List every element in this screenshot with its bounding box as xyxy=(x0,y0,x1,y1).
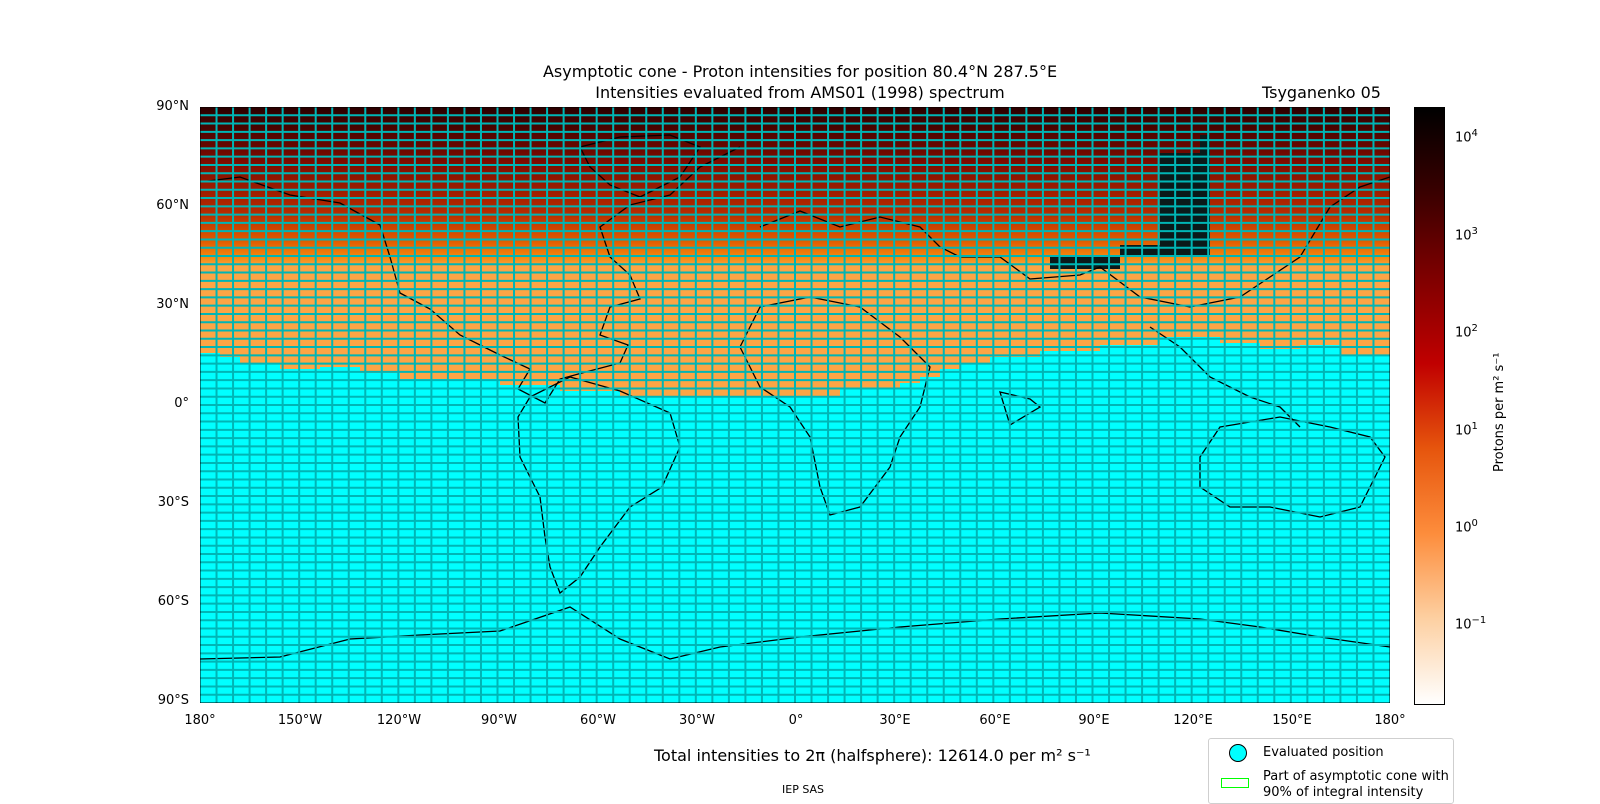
lat-label-60n: 60°N xyxy=(156,198,189,213)
lat-label-90n: 90°N xyxy=(156,99,189,114)
lon-label: 30°E xyxy=(879,713,911,728)
colorbar-tick: 100 xyxy=(1455,518,1478,536)
lon-label: 90°W xyxy=(481,713,517,728)
lon-label: 60°W xyxy=(580,713,616,728)
lon-label: 30°W xyxy=(679,713,715,728)
lat-label-0: 0° xyxy=(174,396,189,411)
lon-label: 90°E xyxy=(1078,713,1110,728)
lon-label: 150°E xyxy=(1272,713,1312,728)
evaluated-position-marker-icon xyxy=(1229,744,1247,762)
colorbar-tick: 104 xyxy=(1455,128,1478,146)
colorbar-label: Protons per m² s⁻¹ xyxy=(1492,352,1507,472)
colorbar-tick: 102 xyxy=(1455,323,1478,341)
lon-label: 120°W xyxy=(376,713,422,728)
legend-evaluated-label: Evaluated position xyxy=(1263,745,1384,760)
map-title-line2: Intensities evaluated from AMS01 (1998) … xyxy=(595,83,1005,102)
lon-label: 120°E xyxy=(1173,713,1213,728)
lat-label-30s: 30°S xyxy=(157,495,189,510)
legend-cone-label: Part of asymptotic cone with 90% of inte… xyxy=(1263,769,1449,800)
intensity-map xyxy=(200,107,1390,703)
colorbar-tick: 10−1 xyxy=(1455,615,1487,633)
high-intensity-region xyxy=(1050,135,1210,269)
colorbar-tick: 101 xyxy=(1455,421,1478,439)
colorbar-tick: 103 xyxy=(1455,226,1478,244)
lon-label: 60°E xyxy=(979,713,1011,728)
footer-credit: IEP SAS xyxy=(782,783,825,796)
lon-label: 0° xyxy=(788,713,804,728)
lon-label: 180° xyxy=(1374,713,1406,728)
legend: Evaluated position Part of asymptotic co… xyxy=(1208,738,1454,804)
lon-label: 180° xyxy=(184,713,216,728)
cone-swatch-icon xyxy=(1221,778,1249,788)
total-intensity-text: Total intensities to 2π (halfsphere): 12… xyxy=(654,746,1091,765)
grid-lines xyxy=(200,107,1390,703)
model-label: Tsyganenko 05 xyxy=(1262,83,1381,102)
lat-label-60s: 60°S xyxy=(157,594,189,609)
lat-label-90s: 90°S xyxy=(157,693,189,708)
map-title-line1: Asymptotic cone - Proton intensities for… xyxy=(542,62,1058,81)
colorbar xyxy=(1414,107,1445,705)
lon-label: 150°W xyxy=(277,713,323,728)
lat-label-30n: 30°N xyxy=(156,297,189,312)
